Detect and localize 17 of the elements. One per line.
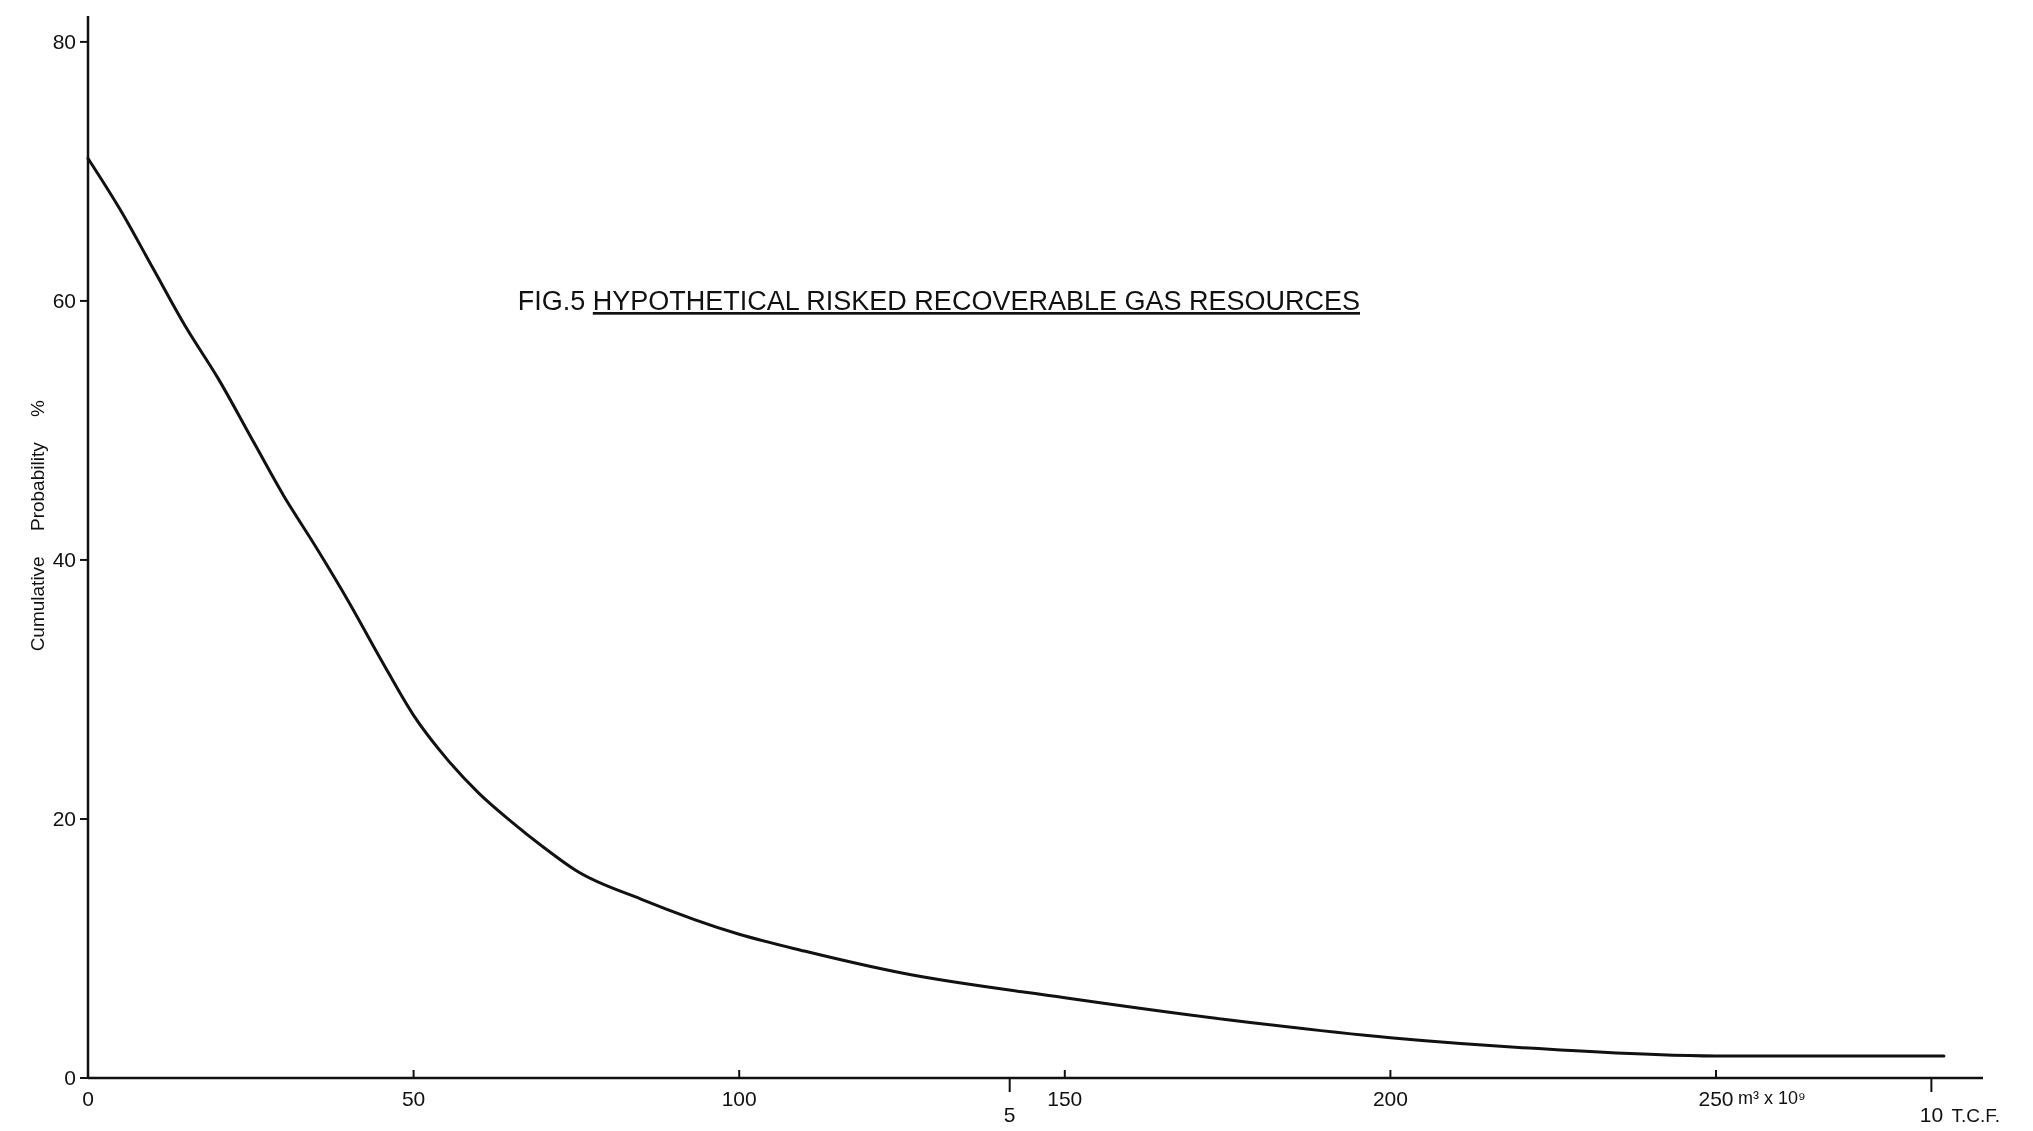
x-tick-label: 50: [401, 1087, 426, 1110]
y-tick-label: 20: [52, 807, 76, 831]
x2-axis-title: T.C.F.: [1951, 1105, 2000, 1126]
x-tick-label: 200: [1372, 1087, 1408, 1110]
x-tick-label: 150: [1047, 1087, 1083, 1110]
x2-tick-label: 5: [1003, 1103, 1016, 1126]
x2-tick-label: 10: [1919, 1103, 1944, 1126]
text: FIG.5 HYPOTHETICAL RISKED RECOVERABLE GAS RESOURCES: [517, 285, 1361, 316]
y-tick-label: 40: [52, 548, 76, 572]
x-axis-title: m³ x 10⁹: [1738, 1088, 1806, 1108]
x-tick-label: 0: [82, 1087, 94, 1110]
y-tick-label: 60: [52, 289, 76, 313]
y-tick-label: 80: [52, 30, 76, 54]
x-tick-label: 250: [1698, 1087, 1734, 1110]
y-tick-label: 0: [64, 1066, 76, 1090]
y-axis-title: Cumulative Probability %: [27, 400, 48, 652]
x-tick-label: 100: [721, 1087, 757, 1110]
